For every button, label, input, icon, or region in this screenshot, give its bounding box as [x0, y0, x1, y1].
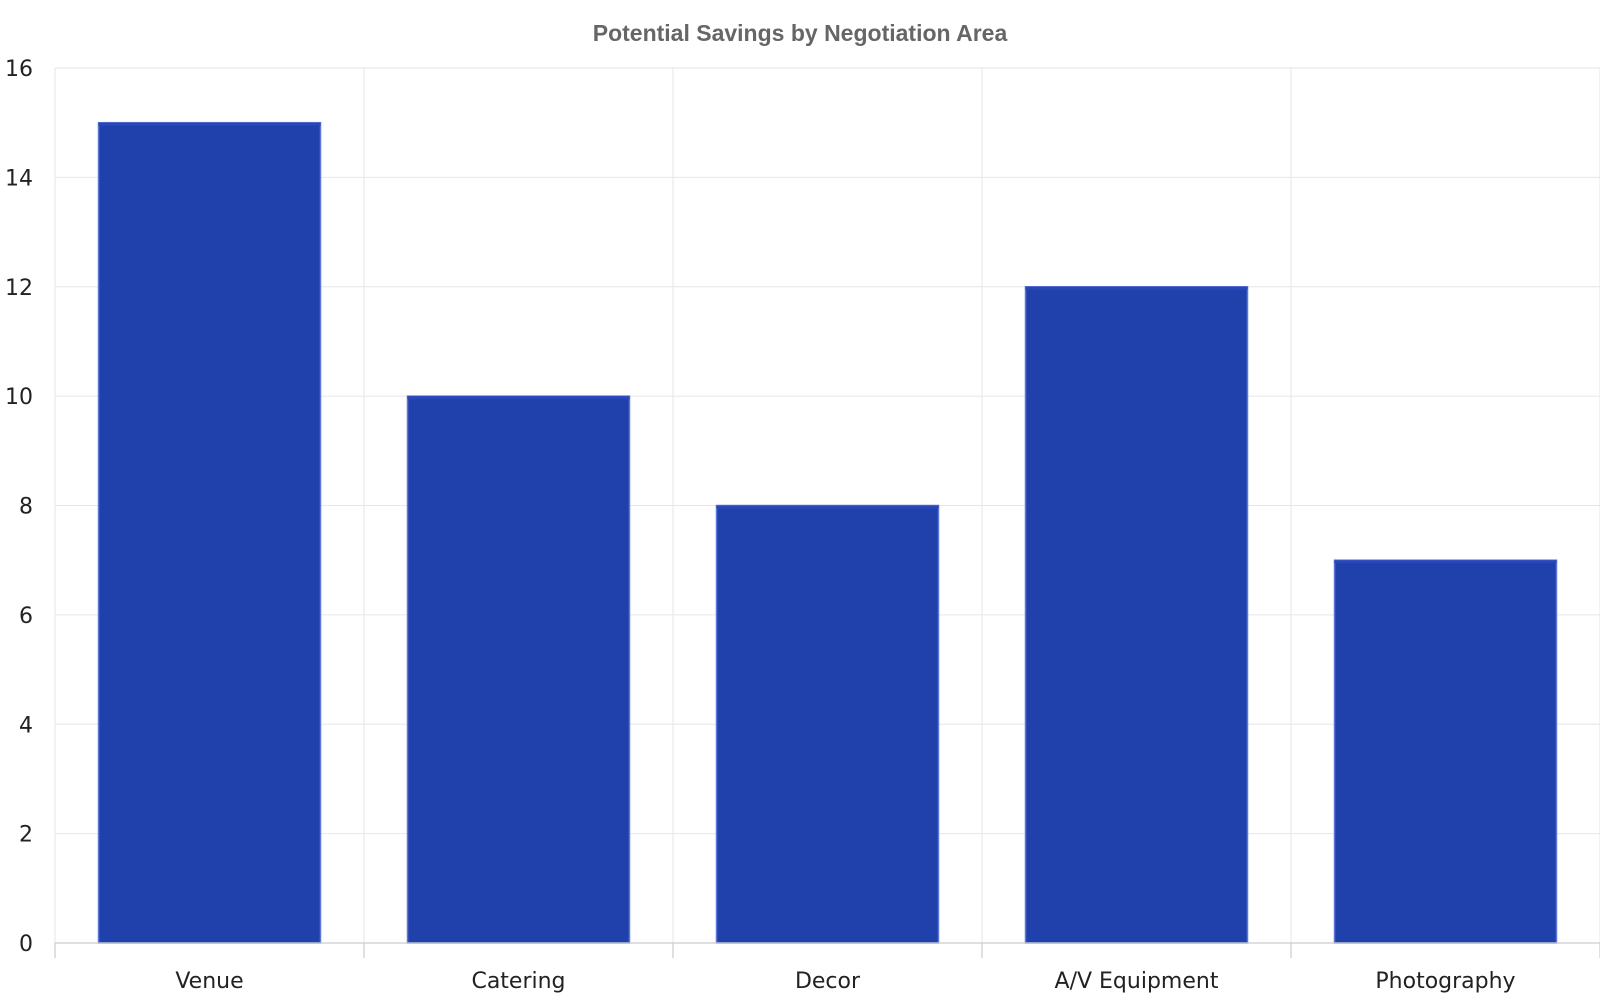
chart-title: Potential Savings by Negotiation Area — [592, 20, 1008, 46]
y-tick-label: 16 — [5, 57, 33, 82]
bar-top-edge — [407, 396, 630, 400]
bar-top-edge — [1025, 286, 1248, 290]
bar-top-edge — [98, 122, 321, 126]
x-tick-label: Venue — [175, 969, 243, 994]
y-tick-label: 12 — [5, 276, 33, 301]
bar-venue — [97, 121, 322, 944]
bar-catering — [406, 395, 631, 944]
bar-top-edge — [1334, 560, 1557, 564]
y-tick-label: 2 — [19, 823, 33, 848]
x-tick-label: A/V Equipment — [1055, 969, 1219, 994]
bars — [97, 121, 1558, 944]
y-tick-label: 4 — [19, 713, 33, 738]
y-tick-label: 0 — [19, 932, 33, 957]
x-tick-label: Decor — [795, 969, 861, 994]
y-tick-label: 6 — [19, 604, 33, 629]
y-tick-label: 10 — [5, 385, 33, 410]
y-tick-label: 8 — [19, 495, 33, 520]
axes: 0 2 4 6 8 10 12 14 16 Venue Catering Decor A/V Equip… — [5, 57, 1600, 994]
x-tick-label: Catering — [471, 969, 565, 994]
y-tick-label: 14 — [5, 166, 33, 191]
bar-photography — [1333, 559, 1558, 944]
bar-decor — [715, 504, 940, 944]
bar-top-edge — [716, 505, 939, 509]
x-tick-label: Photography — [1375, 969, 1515, 994]
bar-a-v-equipment — [1024, 286, 1249, 944]
